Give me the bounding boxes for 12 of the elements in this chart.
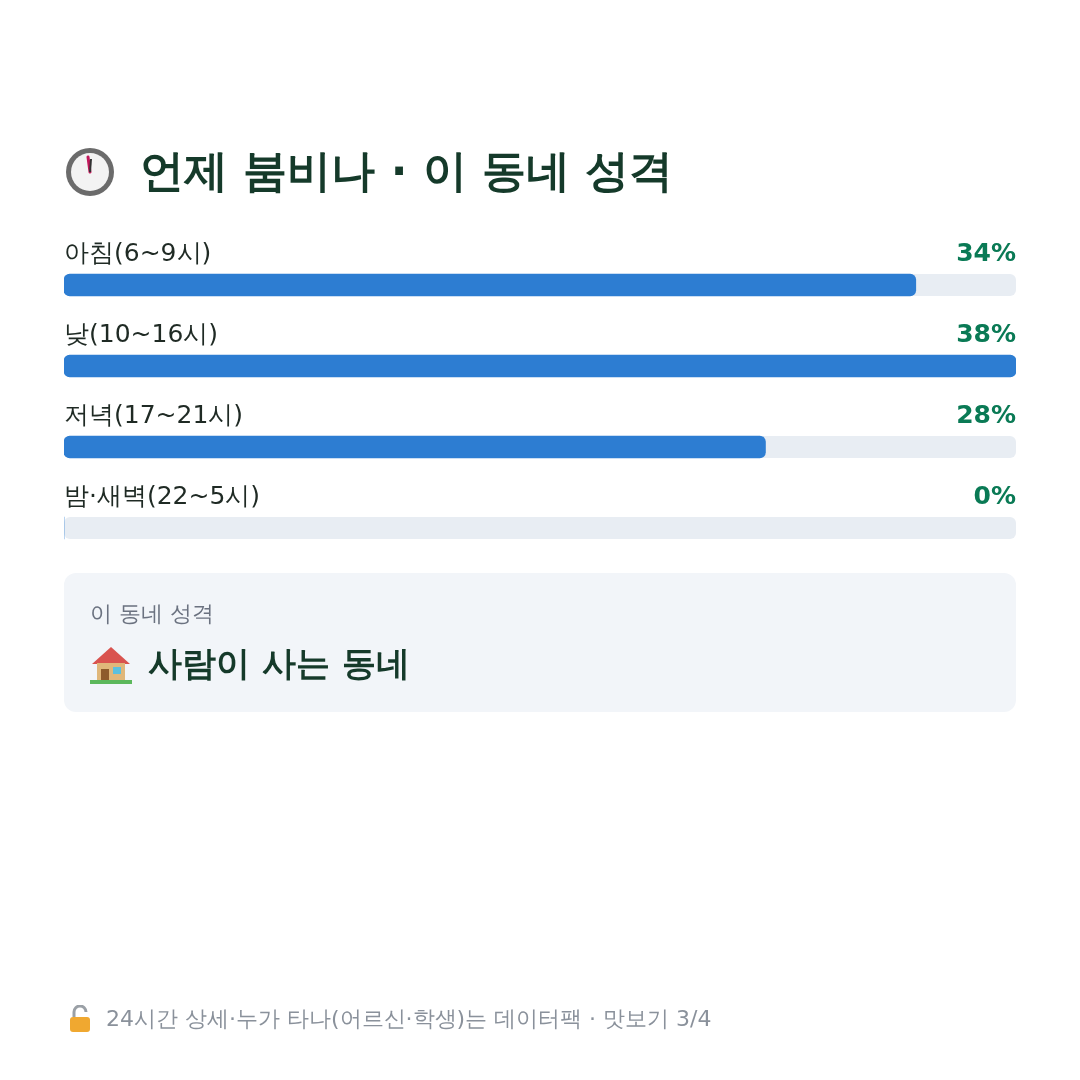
text: 사람이 사는 동네: [148, 642, 410, 685]
data-label: 28%: [956, 400, 1016, 429]
y-tick-label: 저녁(17~21시): [64, 400, 244, 429]
y-tick-label: 밤·새벽(22~5시): [64, 481, 261, 510]
text: 24시간 상세·누가 타나(어르신·학생)는 데이터팩 · 맛보기 3/4: [106, 1005, 712, 1033]
data-label: 0%: [973, 481, 1016, 510]
data-label: 34%: [956, 238, 1016, 267]
y-tick-label: 낮(10~16시): [64, 319, 219, 348]
chart-title: 언제 붐비나 · 이 동네 성격: [140, 144, 674, 198]
text: 이 동네 성격: [90, 600, 214, 628]
y-tick-label: 아침(6~9시): [64, 238, 212, 267]
data-label: 38%: [956, 319, 1016, 348]
